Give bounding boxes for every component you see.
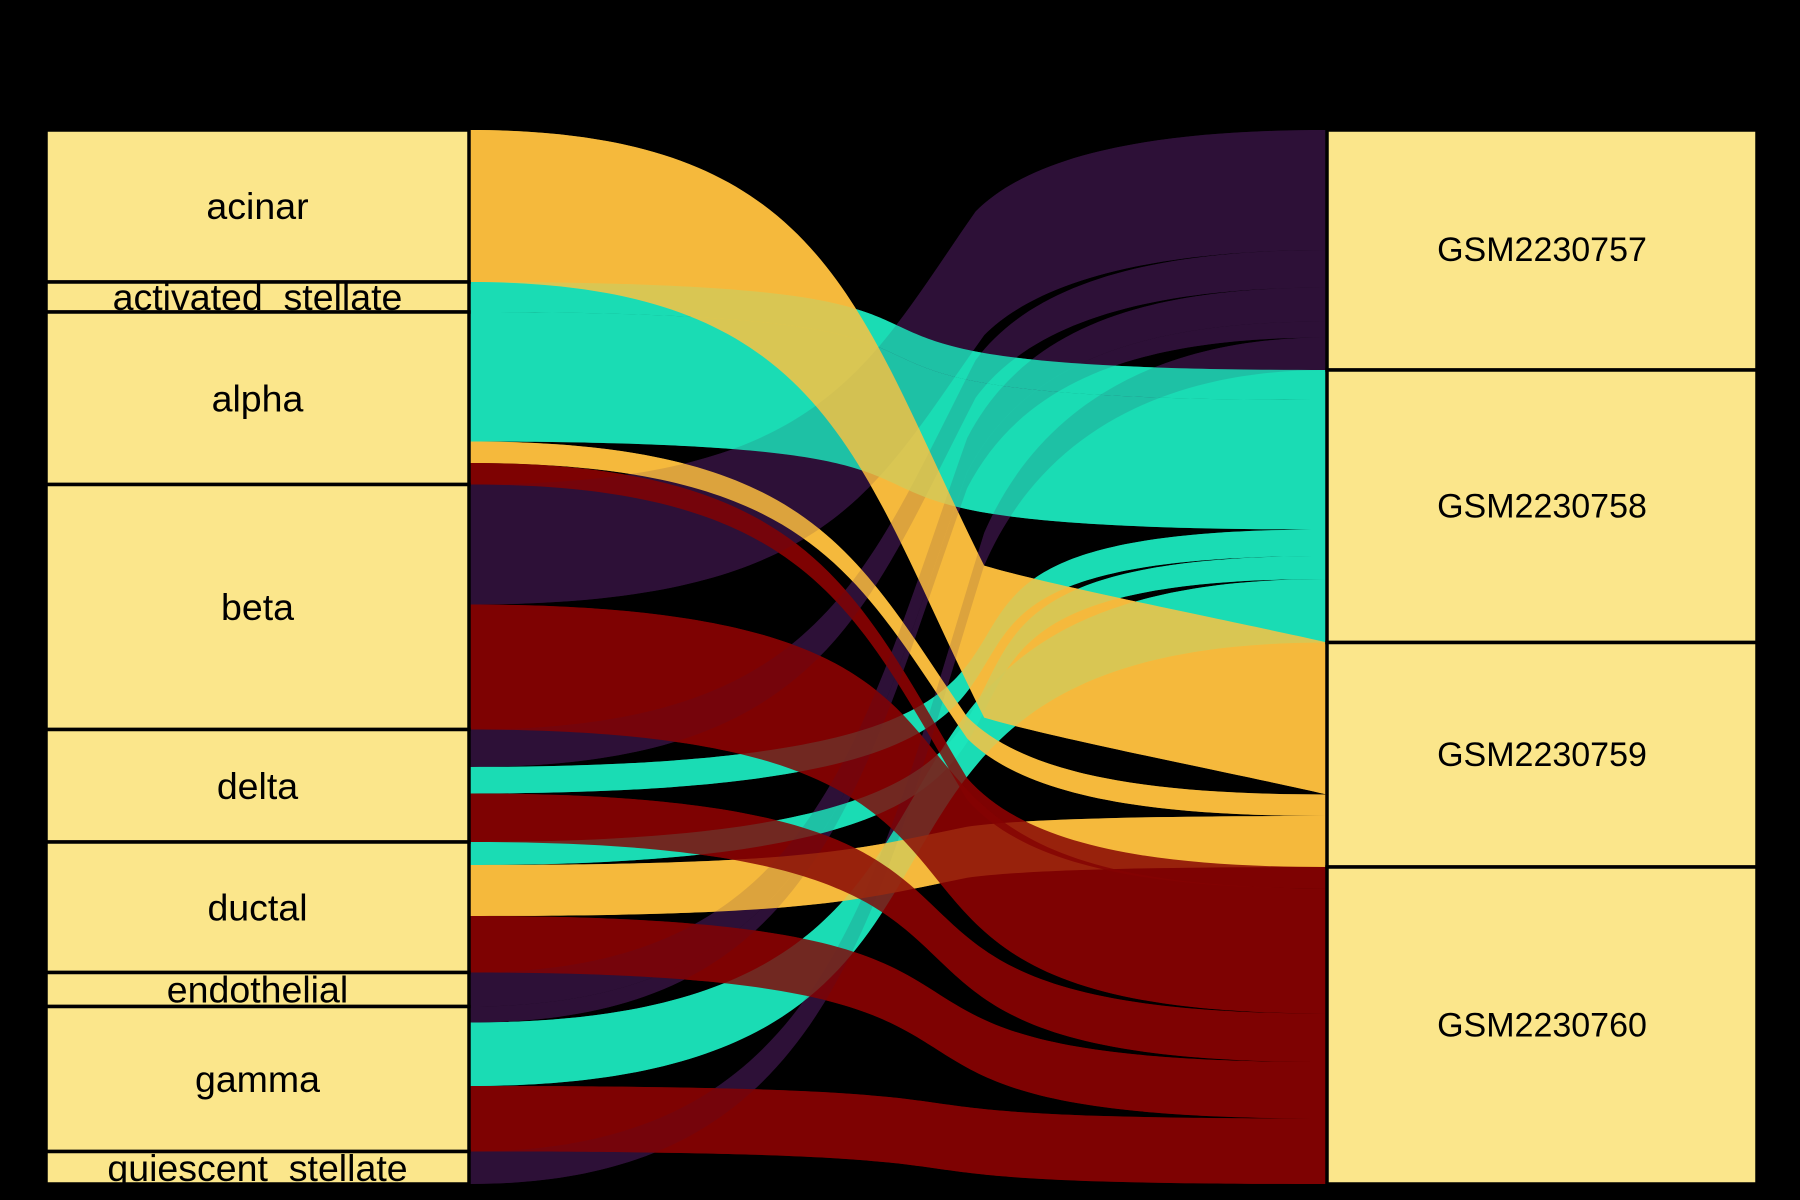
svg-text:GSM2230760: GSM2230760 [1437,1007,1647,1045]
svg-text:quiescent_stellate: quiescent_stellate [107,1147,407,1189]
svg-text:beta: beta [221,586,294,628]
svg-text:acinar: acinar [206,185,308,227]
svg-text:GSM2230759: GSM2230759 [1437,736,1647,774]
svg-text:ductal: ductal [207,886,307,928]
svg-text:alpha: alpha [212,377,304,419]
svg-text:endothelial: endothelial [167,969,348,1011]
svg-text:delta: delta [217,765,298,807]
svg-text:gamma: gamma [195,1058,320,1100]
svg-text:GSM2230757: GSM2230757 [1437,231,1647,269]
svg-text:GSM2230758: GSM2230758 [1437,487,1647,525]
